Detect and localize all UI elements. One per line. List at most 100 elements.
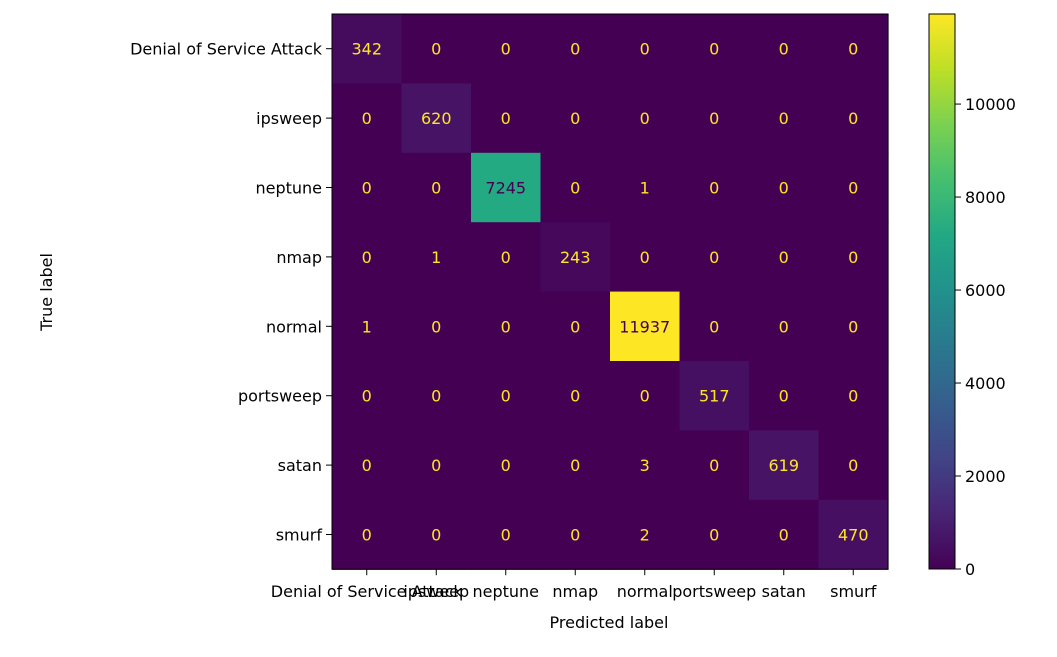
cell-value-label: 0 xyxy=(848,317,858,336)
cell-value-label: 0 xyxy=(640,40,650,59)
heatmap-cell xyxy=(818,291,889,362)
cell-value-label: 0 xyxy=(779,526,789,545)
cell-value-label: 470 xyxy=(838,526,869,545)
heatmap-cell xyxy=(679,152,750,223)
heatmap-cell xyxy=(471,291,542,362)
cell-value-label: 0 xyxy=(848,387,858,406)
cell-value-label: 1 xyxy=(362,317,372,336)
heatmap-cell xyxy=(610,361,681,431)
cell-value-label: 0 xyxy=(709,456,719,475)
cell-value-label: 0 xyxy=(570,317,580,336)
cell-value-label: 0 xyxy=(848,40,858,59)
cell-value-label: 7245 xyxy=(485,179,526,198)
heatmap-cell xyxy=(540,222,611,293)
heatmap-cell xyxy=(540,14,611,84)
cell-value-label: 0 xyxy=(362,248,372,267)
cell-value-label: 1 xyxy=(431,248,441,267)
cell-value-label: 0 xyxy=(779,179,789,198)
cell-value-label: 0 xyxy=(709,40,719,59)
heatmap-cell xyxy=(818,430,889,501)
cell-value-label: 0 xyxy=(570,387,580,406)
heatmap-cell xyxy=(401,291,472,362)
y-tick-label: portsweep xyxy=(238,387,322,406)
cell-value-label: 619 xyxy=(768,456,799,475)
cell-value-label: 0 xyxy=(431,317,441,336)
cell-value-label: 517 xyxy=(699,387,730,406)
cell-value-label: 0 xyxy=(362,179,372,198)
heatmap-cell xyxy=(818,361,889,431)
heatmap-cell xyxy=(818,14,889,84)
heatmap-cell xyxy=(471,152,542,223)
heatmap-cell xyxy=(540,361,611,431)
colorbar-tick-label: 10000 xyxy=(965,95,1016,114)
heatmap-cell xyxy=(610,222,681,293)
heatmap-cell xyxy=(679,291,750,362)
heatmap-cell xyxy=(540,430,611,501)
cell-value-label: 0 xyxy=(431,179,441,198)
cell-value-label: 0 xyxy=(848,109,858,128)
heatmap-cell xyxy=(401,14,472,84)
heatmap-cell xyxy=(749,14,820,84)
cell-value-label: 342 xyxy=(351,40,382,59)
heatmap-cell xyxy=(471,222,542,293)
cell-value-label: 0 xyxy=(848,248,858,267)
heatmap-cell xyxy=(401,361,472,431)
cell-value-labels: 342 0 0 0 0 0 0 0 0 620 0 0 0 0 0 0 0 0 7245 0 1 0 0 0 0 1 0 243 0 0 0… xyxy=(351,40,868,545)
x-tick-label: neptune xyxy=(472,582,539,601)
y-axis-title: True label xyxy=(37,253,56,332)
cell-value-label: 0 xyxy=(570,456,580,475)
heatmap-cell xyxy=(749,430,820,501)
heatmap-cell xyxy=(679,14,750,84)
heatmap-cell xyxy=(610,499,681,570)
cell-value-label: 0 xyxy=(501,109,511,128)
heatmap-cell xyxy=(679,222,750,293)
cell-value-label: 0 xyxy=(431,40,441,59)
cell-value-label: 0 xyxy=(570,526,580,545)
heatmap-cell xyxy=(749,499,820,570)
heatmap-cell xyxy=(401,83,472,154)
cell-value-label: 0 xyxy=(362,387,372,406)
heatmap-cell xyxy=(471,430,542,501)
heatmap-cells xyxy=(332,14,889,570)
colorbar-tick-label: 4000 xyxy=(965,374,1006,393)
y-axis-ticks: Denial of Service Attack ipsweep neptune nm… xyxy=(130,40,332,545)
heatmap-cell xyxy=(471,14,542,84)
cell-value-label: 0 xyxy=(570,40,580,59)
heatmap-cell xyxy=(401,152,472,223)
heatmap-cell xyxy=(679,361,750,431)
colorbar-tick-label: 6000 xyxy=(965,281,1006,300)
cell-value-label: 0 xyxy=(570,179,580,198)
cell-value-label: 11937 xyxy=(619,317,670,336)
heatmap-cell xyxy=(818,222,889,293)
cell-value-label: 0 xyxy=(640,387,650,406)
heatmap-cell xyxy=(332,14,403,84)
cell-value-label: 243 xyxy=(560,248,591,267)
colorbar-tick-label: 0 xyxy=(965,560,975,579)
heatmap-cell xyxy=(540,291,611,362)
cell-value-label: 1 xyxy=(640,179,650,198)
cell-value-label: 0 xyxy=(501,317,511,336)
heatmap-cell xyxy=(818,499,889,570)
heatmap-cell xyxy=(332,361,403,431)
y-tick-label: neptune xyxy=(255,179,322,198)
cell-value-label: 0 xyxy=(431,526,441,545)
heatmap-cell xyxy=(332,291,403,362)
cell-value-label: 0 xyxy=(709,248,719,267)
heatmap-cell xyxy=(540,83,611,154)
heatmap-cell xyxy=(679,499,750,570)
y-tick-label: smurf xyxy=(276,526,323,545)
heatmap-cell xyxy=(332,499,403,570)
cell-value-label: 620 xyxy=(421,109,452,128)
heatmap-cell xyxy=(610,83,681,154)
cell-value-label: 0 xyxy=(779,248,789,267)
x-tick-label: normal xyxy=(617,582,673,601)
heatmap-cell xyxy=(332,83,403,154)
heatmap-cell xyxy=(749,291,820,362)
heatmap-cell xyxy=(749,222,820,293)
cell-value-label: 0 xyxy=(501,526,511,545)
heatmap-cell xyxy=(471,499,542,570)
heatmap-cell xyxy=(332,152,403,223)
heatmap-cell xyxy=(749,83,820,154)
cell-value-label: 0 xyxy=(431,456,441,475)
